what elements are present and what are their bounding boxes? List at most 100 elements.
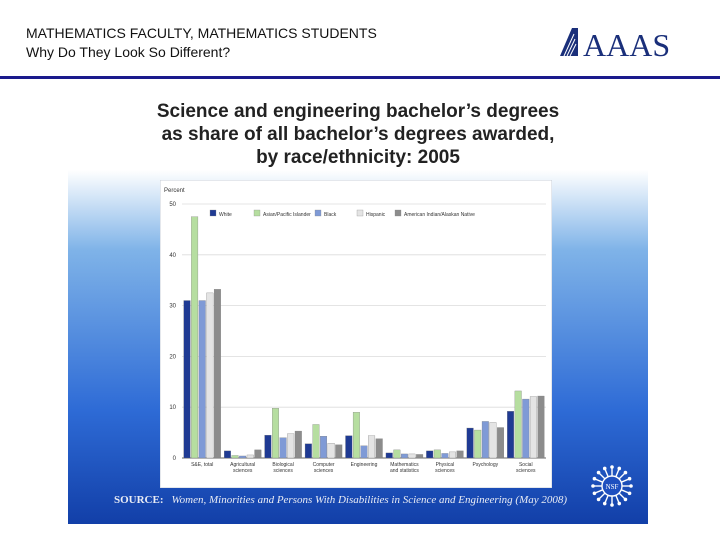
bar-7-2 [481, 421, 489, 459]
nsf-logo: NSF [591, 465, 633, 507]
bar-3-2 [320, 436, 328, 459]
legend-swatch-3 [356, 209, 364, 217]
legend-label-1: Asian/Pacific Islander [263, 212, 311, 218]
source-citation: Women, Minorities and Persons With Disab… [171, 494, 568, 506]
bar-8-2 [522, 398, 530, 459]
bar-0-0 [183, 300, 191, 459]
y-tick-label-50: 50 [169, 202, 176, 208]
nsf-logo-text: NSF [606, 483, 619, 491]
chart-title: Science and engineering bachelor’s degre… [68, 100, 648, 169]
x-tick-label-0-0: S&E, total [191, 462, 213, 468]
nsf-ray-tip-11 [602, 466, 607, 471]
bar-5-2 [400, 453, 408, 459]
nsf-ray-tip-15 [627, 476, 632, 481]
nsf-ray-tip-8 [591, 484, 595, 488]
nsf-ray-tip-3 [617, 501, 622, 506]
bar-1-3 [246, 454, 254, 459]
bar-2-0 [264, 434, 272, 459]
nsf-ray-tip-14 [623, 470, 628, 475]
y-tick-label-10: 10 [169, 405, 176, 411]
bar-8-0 [507, 411, 515, 459]
bar-7-1 [474, 429, 482, 459]
header-divider [0, 76, 720, 79]
bar-6-1 [433, 449, 441, 459]
bar-6-4 [456, 450, 464, 459]
bar-6-0 [426, 450, 434, 459]
bar-4-4 [375, 438, 383, 459]
nsf-ray-tip-0 [629, 484, 633, 488]
source-note: SOURCE: Women, Minorities and Persons Wit… [114, 494, 567, 506]
x-tick-label-1-1: sciences [233, 468, 253, 474]
bar-chart: Percent 0 10 20 30 40 50 White Asian/Pacific Isl… [160, 180, 552, 488]
chart-title-line-1: Science and engineering bachelor’s degre… [156, 101, 560, 122]
y-tick-label-0: 0 [173, 456, 177, 462]
slide-header: MATHEMATICS FACULTY, MATHEMATICS STUDENT… [26, 24, 377, 62]
bar-2-2 [279, 437, 287, 459]
bar-3-3 [327, 443, 335, 459]
bar-2-1 [272, 408, 279, 459]
bar-2-3 [287, 433, 295, 459]
aaas-emblem-icon [560, 28, 578, 57]
nsf-ray-tip-6 [596, 497, 601, 502]
x-tick-label-2-0: Biological [272, 462, 293, 468]
bar-7-4 [497, 427, 504, 459]
legend-swatch-1 [253, 209, 261, 217]
header-line-2: Why Do They Look So Different? [26, 44, 231, 60]
bar-8-4 [537, 395, 545, 459]
aaas-logo-text: AAAS [583, 27, 670, 62]
x-tick-label-8-0: Social [519, 462, 533, 468]
bar-1-1 [231, 455, 239, 459]
legend-label-0: White [219, 212, 232, 218]
legend-swatch-4 [394, 209, 402, 217]
x-tick-label-5-1: and statistics [390, 468, 419, 474]
bar-4-0 [345, 435, 353, 459]
nsf-ray-tip-7 [592, 491, 597, 496]
legend-swatch-2 [314, 209, 322, 217]
nsf-ray-tip-1 [627, 491, 632, 496]
aaas-logo: AAAS [560, 27, 670, 62]
nsf-ray-tip-12 [610, 465, 614, 469]
nsf-ray-tip-9 [592, 476, 597, 481]
y-axis-label: Percent [164, 188, 185, 194]
nsf-ray-tip-10 [596, 470, 601, 475]
x-tick-label-8-1: sciences [516, 468, 536, 474]
x-tick-label-3-0: Computer [313, 462, 335, 468]
y-tick-label-30: 30 [169, 304, 176, 310]
bar-4-2 [360, 445, 368, 459]
header-line-1: MATHEMATICS FACULTY, MATHEMATICS STUDENT… [26, 25, 377, 41]
nsf-ray-tip-5 [602, 501, 607, 506]
bar-7-0 [466, 427, 474, 459]
x-tick-label-5-0: Mathematics [390, 462, 419, 468]
bar-7-3 [489, 422, 497, 459]
nsf-ray-tip-4 [610, 503, 614, 507]
bar-1-4 [254, 449, 262, 459]
bar-5-0 [385, 452, 393, 459]
x-tick-label-6-0: Physical [436, 462, 455, 468]
y-tick-label-20: 20 [169, 354, 176, 360]
bar-2-4 [294, 430, 302, 459]
nsf-ray-tip-13 [617, 466, 622, 471]
bar-4-3 [368, 435, 376, 459]
legend-swatch-0 [209, 209, 217, 217]
legend-label-3: Hispanic [366, 212, 386, 218]
bar-0-2 [198, 300, 206, 459]
nsf-ray-tip-2 [623, 497, 628, 502]
bar-5-3 [408, 453, 416, 459]
x-tick-label-3-1: sciences [314, 468, 334, 474]
chart-title-line-2: as share of all bachelor’s degrees award… [161, 124, 555, 145]
chart-title-line-3: by race/ethnicity: 2005 [256, 147, 460, 168]
y-tick-label-40: 40 [169, 253, 176, 259]
bar-6-3 [449, 451, 456, 459]
bar-8-3 [529, 396, 537, 459]
legend-label-2: Black [324, 212, 337, 218]
bar-5-1 [393, 449, 401, 459]
bar-3-4 [335, 444, 343, 459]
x-tick-label-6-1: sciences [435, 468, 455, 474]
x-tick-label-1-0: Agricultural [230, 462, 255, 468]
legend-label-4: American Indian/Alaskan Native [404, 212, 475, 218]
source-label: SOURCE: [114, 494, 164, 506]
x-tick-label-4-0: Engineering [351, 462, 378, 468]
bar-0-3 [206, 292, 214, 459]
bar-8-1 [514, 390, 522, 459]
x-tick-label-2-1: sciences [273, 468, 293, 474]
